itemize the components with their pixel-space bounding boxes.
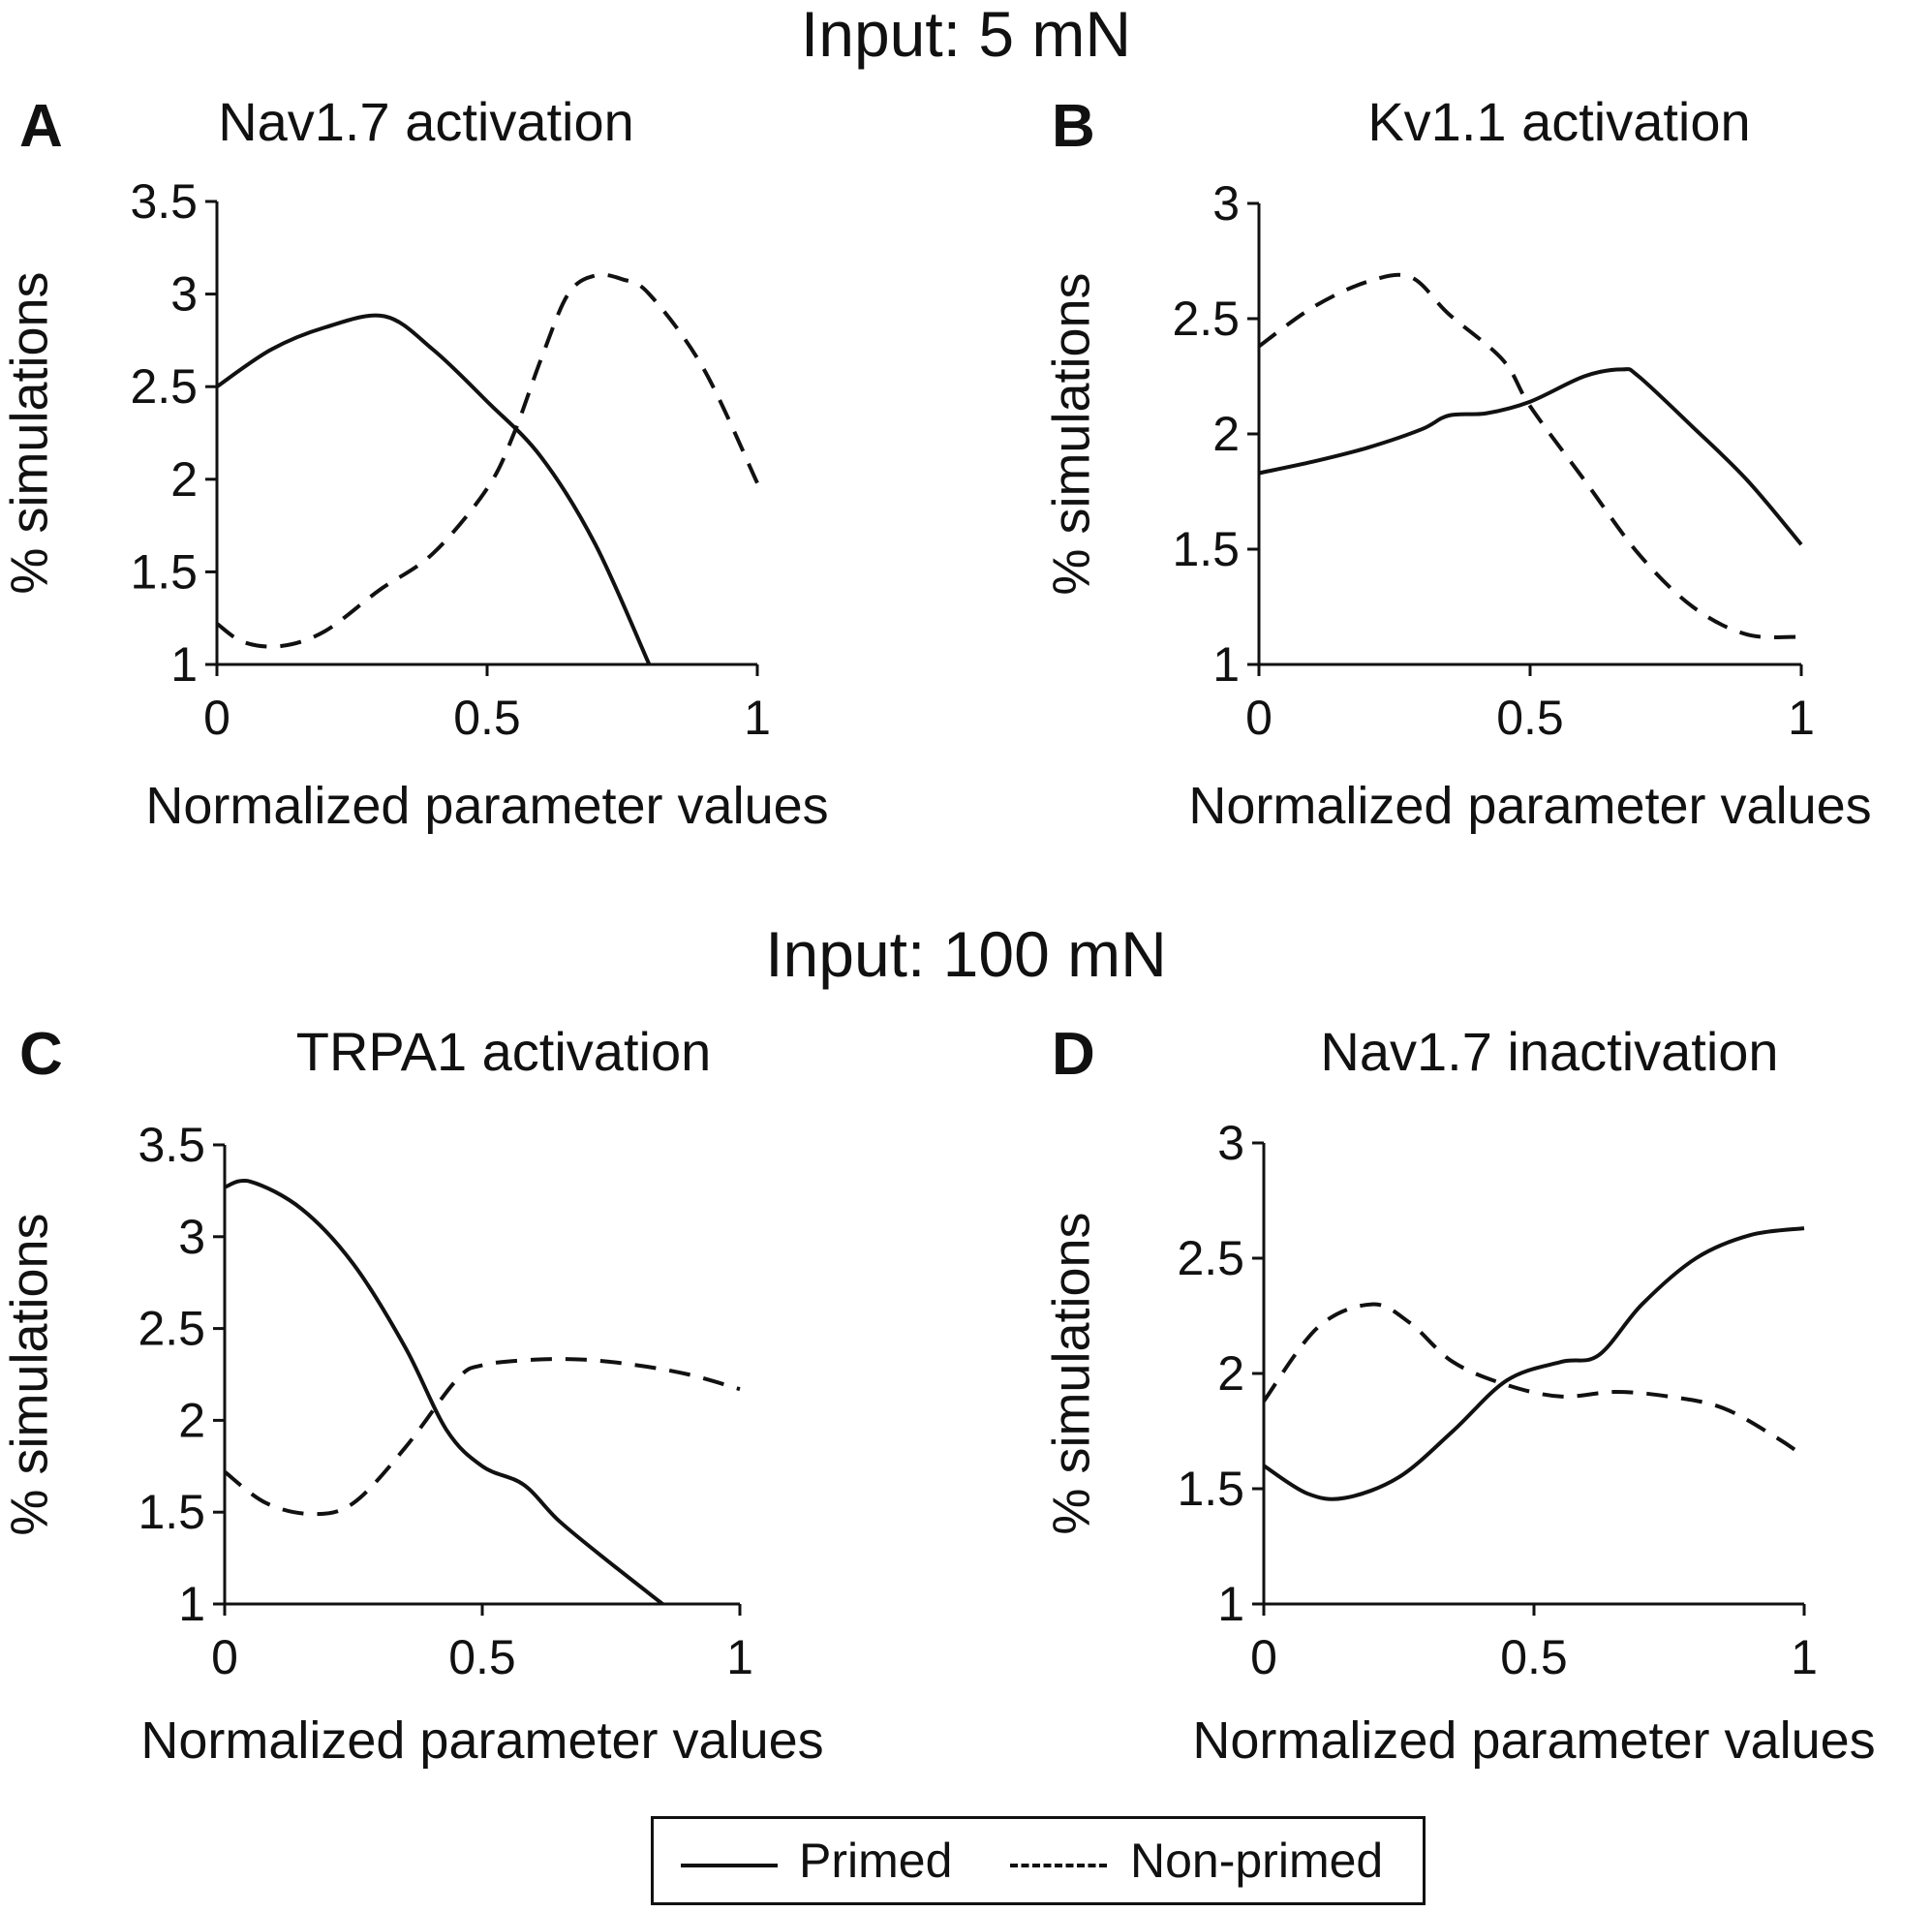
panel-letter-b: B	[1052, 93, 1095, 160]
y-tick-label-d: 2	[1217, 1346, 1244, 1401]
y-tick-label-d: 1.5	[1177, 1462, 1244, 1516]
panel-letter-c: C	[19, 1021, 63, 1088]
y-tick-label-c: 3.5	[138, 1118, 205, 1172]
x-axis-label-a: Normalized parameter values	[145, 777, 828, 835]
x-tick-label-b: 1	[1788, 691, 1815, 745]
x-tick-label-a: 1	[744, 691, 771, 745]
primed-line-a	[215, 313, 652, 665]
x-tick-label-a: 0.5	[453, 691, 521, 745]
nonprimed-line-a	[215, 272, 759, 649]
legend-nonprimed-label: Non-primed	[1130, 1834, 1384, 1888]
x-axis-label-b: Normalized parameter values	[1188, 777, 1871, 835]
section-title-100mN: Input: 100 mN	[765, 918, 1167, 990]
y-tick-label-b: 3	[1212, 176, 1240, 231]
x-tick-label-c: 1	[726, 1630, 753, 1684]
y-axis-label-c: % simulations	[0, 1213, 58, 1535]
y-tick-label-c: 1	[178, 1577, 205, 1631]
legend: Primed Non-primed	[651, 1816, 1426, 1905]
y-tick-label-a: 2	[170, 452, 198, 507]
y-tick-label-c: 2.5	[138, 1302, 205, 1356]
x-axis-label-c: Normalized parameter values	[140, 1712, 823, 1770]
nonprimed-line-b	[1257, 272, 1802, 640]
section-title-5mN: Input: 5 mN	[800, 0, 1132, 70]
panel-title-c: TRPA1 activation	[295, 1021, 712, 1082]
y-tick-label-c: 2	[178, 1393, 205, 1447]
y-axis-label-a: % simulations	[0, 271, 58, 594]
y-tick-label-d: 1	[1217, 1577, 1244, 1631]
y-tick-label-c: 3	[178, 1210, 205, 1264]
y-tick-label-a: 3	[170, 267, 198, 322]
y-tick-label-b: 2.5	[1172, 292, 1240, 346]
primed-line-c	[224, 1179, 664, 1606]
nonprimed-line-d	[1262, 1302, 1806, 1459]
y-tick-label-b: 1	[1212, 637, 1240, 692]
x-tick-label-a: 0	[203, 691, 230, 745]
x-tick-label-b: 0	[1245, 691, 1273, 745]
panel-title-b: Kv1.1 activation	[1367, 91, 1751, 152]
legend-primed-swatch	[681, 1864, 778, 1867]
y-tick-label-c: 1.5	[138, 1485, 205, 1539]
y-tick-label-b: 1.5	[1172, 522, 1240, 576]
y-axis-label-b: % simulations	[1042, 272, 1100, 595]
y-tick-label-a: 3.5	[130, 174, 198, 229]
y-tick-label-a: 2.5	[130, 359, 198, 414]
panel-title-a: Nav1.7 activation	[218, 91, 634, 152]
x-tick-label-c: 0.5	[448, 1630, 516, 1684]
x-tick-label-b: 0.5	[1496, 691, 1564, 745]
y-tick-label-d: 2.5	[1177, 1231, 1244, 1285]
x-tick-label-d: 0.5	[1500, 1630, 1568, 1684]
y-axis-label-d: % simulations	[1042, 1212, 1100, 1534]
x-tick-label-c: 0	[211, 1630, 238, 1684]
x-tick-label-d: 1	[1791, 1630, 1818, 1684]
legend-nonprimed-swatch	[1010, 1864, 1107, 1867]
primed-line-d	[1262, 1226, 1805, 1501]
y-tick-label-a: 1	[170, 637, 198, 692]
panel-letter-a: A	[19, 93, 63, 160]
legend-primed-label: Primed	[799, 1834, 953, 1888]
nonprimed-line-c	[223, 1357, 741, 1517]
panel-title-d: Nav1.7 inactivation	[1320, 1021, 1779, 1082]
y-tick-label-a: 1.5	[130, 544, 198, 599]
x-axis-label-d: Normalized parameter values	[1192, 1712, 1875, 1770]
panel-letter-d: D	[1052, 1021, 1095, 1088]
x-tick-label-d: 0	[1250, 1630, 1277, 1684]
primed-line-b	[1258, 367, 1803, 546]
y-tick-label-d: 3	[1217, 1116, 1244, 1170]
y-tick-label-b: 2	[1212, 407, 1240, 461]
